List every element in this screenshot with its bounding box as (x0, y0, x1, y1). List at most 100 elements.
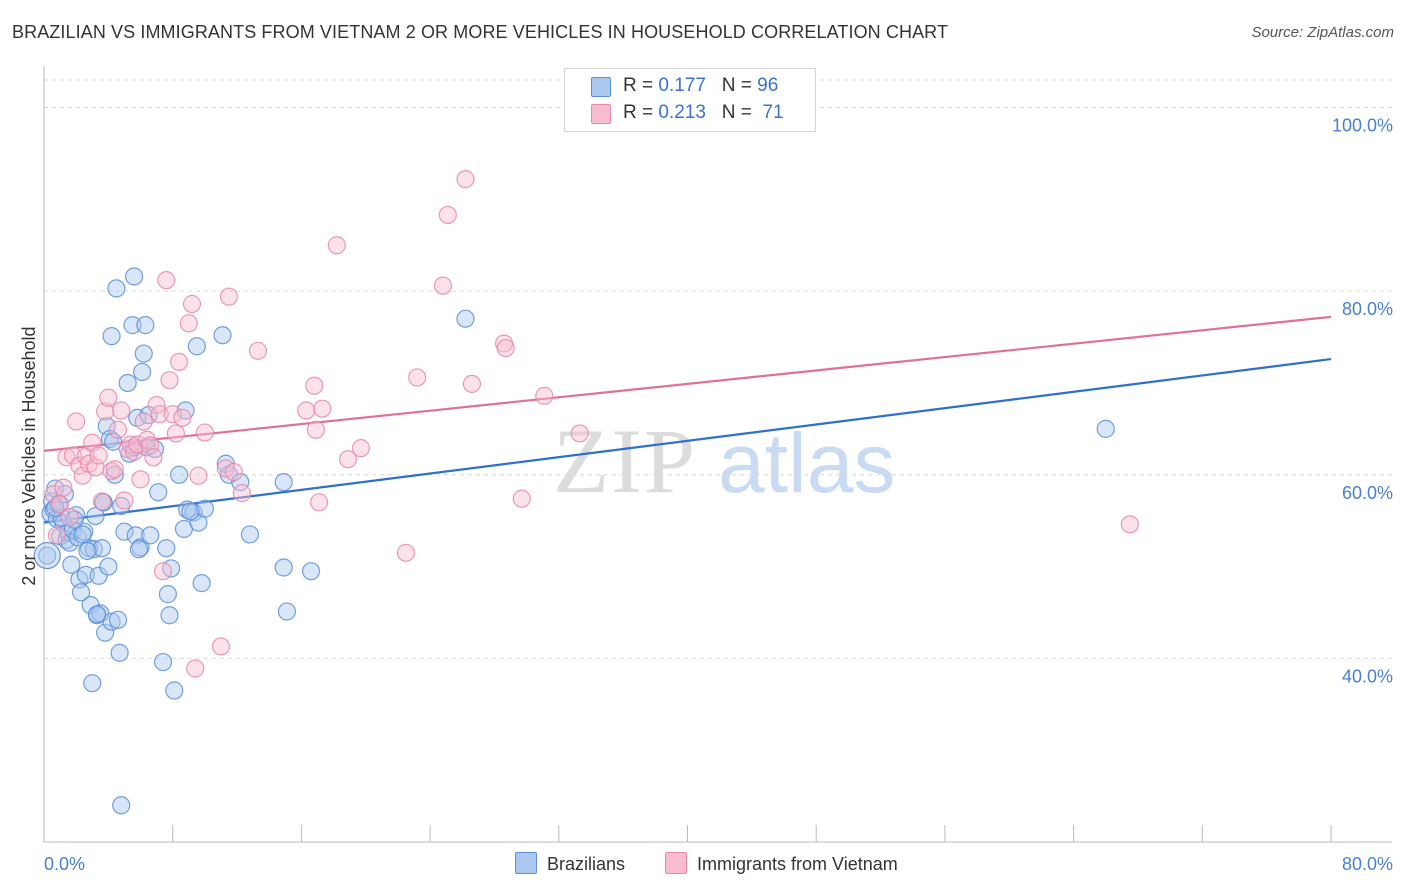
brazilian-point (240, 525, 260, 544)
vietnam-point (115, 491, 134, 510)
vietnam-point (92, 492, 112, 511)
brazilian-point (87, 605, 107, 624)
trend-lines (43, 315, 1332, 524)
vietnam-point (408, 368, 427, 387)
brazilian-point (149, 483, 168, 502)
brazilian-point (75, 522, 94, 541)
vietnam-point (54, 478, 73, 497)
vietnam-point (153, 562, 173, 581)
vietnam-point (170, 352, 189, 371)
vietnam-point (179, 314, 198, 333)
vietnam-point (67, 412, 86, 431)
vietnam-point (166, 424, 186, 443)
bottom-legend-label: Brazilians (547, 854, 626, 874)
vietnam-point (219, 287, 239, 306)
chart-title: BRAZILIAN VS IMMIGRANTS FROM VIETNAM 2 O… (12, 22, 949, 42)
vietnam-point (297, 401, 316, 420)
brazilian-point (65, 510, 84, 529)
vietnam-point (211, 637, 231, 656)
vietnam-point (105, 460, 124, 479)
brazilian-point (124, 267, 144, 286)
vietnam-point (305, 376, 324, 395)
gridlines (44, 79, 1392, 659)
brazilian-point (71, 583, 91, 602)
legend-n-label: N = (721, 102, 752, 123)
vietnam-point (150, 405, 169, 424)
y-tick-label: 60.0% (1342, 483, 1393, 503)
brazilian-point (141, 526, 160, 545)
vietnam-point (57, 448, 76, 467)
bottom-legend-brazilians: Brazilians (515, 852, 625, 875)
vietnam-point (512, 489, 531, 508)
stats-legend: R = 0.177 N = 96 R = 0.213 N = 71 (564, 68, 816, 132)
vietnam-point (44, 484, 63, 504)
brazilian-point (165, 681, 184, 700)
vietnam-point (173, 408, 192, 427)
brazilian-point (94, 493, 113, 512)
vietnam-point (102, 461, 121, 481)
bottom-swatch-brazilians (515, 852, 537, 874)
brazilian-point (108, 610, 128, 629)
brazilian-point (102, 327, 121, 346)
brazilian-point (133, 362, 152, 382)
vietnam-point (89, 446, 108, 465)
source-label: Source: ZipAtlas.com (1251, 24, 1394, 41)
vietnam-point (96, 402, 115, 421)
brazilian-point (83, 674, 102, 693)
vietnam-point (189, 466, 208, 485)
bottom-swatch-vietnam (665, 852, 687, 874)
brazilian-point (92, 539, 112, 558)
vietnam-point (108, 420, 128, 439)
brazilian-point (112, 796, 131, 815)
vietnam-point (112, 401, 131, 420)
brazilian-point (301, 562, 321, 581)
brazilian-point (277, 602, 297, 621)
brazilian-point (118, 373, 137, 393)
y-axis-label: 2 or more Vehicles in Household (19, 326, 39, 585)
brazilian-point (195, 499, 214, 518)
brazilian-point (274, 558, 293, 577)
vietnam-point (462, 374, 482, 393)
x-tick-label: 0.0% (44, 854, 85, 874)
vietnam-point (306, 420, 325, 439)
legend-n-value: 71 (762, 102, 784, 123)
vietnam-point (224, 462, 243, 482)
vietnam-point (535, 386, 554, 405)
brazilian-point (73, 525, 92, 544)
brazilian-point (110, 643, 129, 662)
brazilian-point (126, 526, 145, 545)
brazilian-point (115, 522, 134, 541)
vietnam-point (47, 526, 66, 545)
brazilian-point (96, 623, 115, 642)
vietnam-point (232, 484, 251, 503)
brazilian-point (107, 279, 126, 298)
bottom-legend-label: Immigrants from Vietnam (697, 854, 898, 874)
brazilian-point (192, 574, 211, 593)
legend-r-value: 0.213 (658, 102, 706, 123)
brazilian-point (129, 540, 149, 559)
brazilian-point (78, 541, 97, 561)
brazilian-point (134, 344, 153, 363)
vietnam-point (433, 276, 453, 295)
legend-r-value: 0.177 (658, 75, 706, 96)
vietnam-point (160, 371, 179, 390)
brazilian-point (1096, 419, 1115, 438)
vietnam-point (351, 439, 371, 458)
watermark-zip: ZIP (553, 410, 697, 512)
vietnam-point (63, 446, 83, 465)
vietnam-point (60, 507, 79, 527)
brazilian-point (112, 496, 131, 516)
vietnam-point (163, 405, 182, 424)
axes (43, 66, 1392, 843)
brazilian-point (274, 473, 293, 492)
data-points (33, 170, 1140, 815)
vietnam-point (99, 388, 118, 407)
vietnam-point (137, 430, 157, 449)
vietnam-point (1120, 515, 1140, 534)
trend-line-brazilians (43, 358, 1332, 524)
brazilian-point (89, 566, 108, 585)
legend-n-label: N = (721, 75, 752, 96)
vietnam-point (327, 236, 346, 255)
brazilian-point (187, 337, 206, 356)
